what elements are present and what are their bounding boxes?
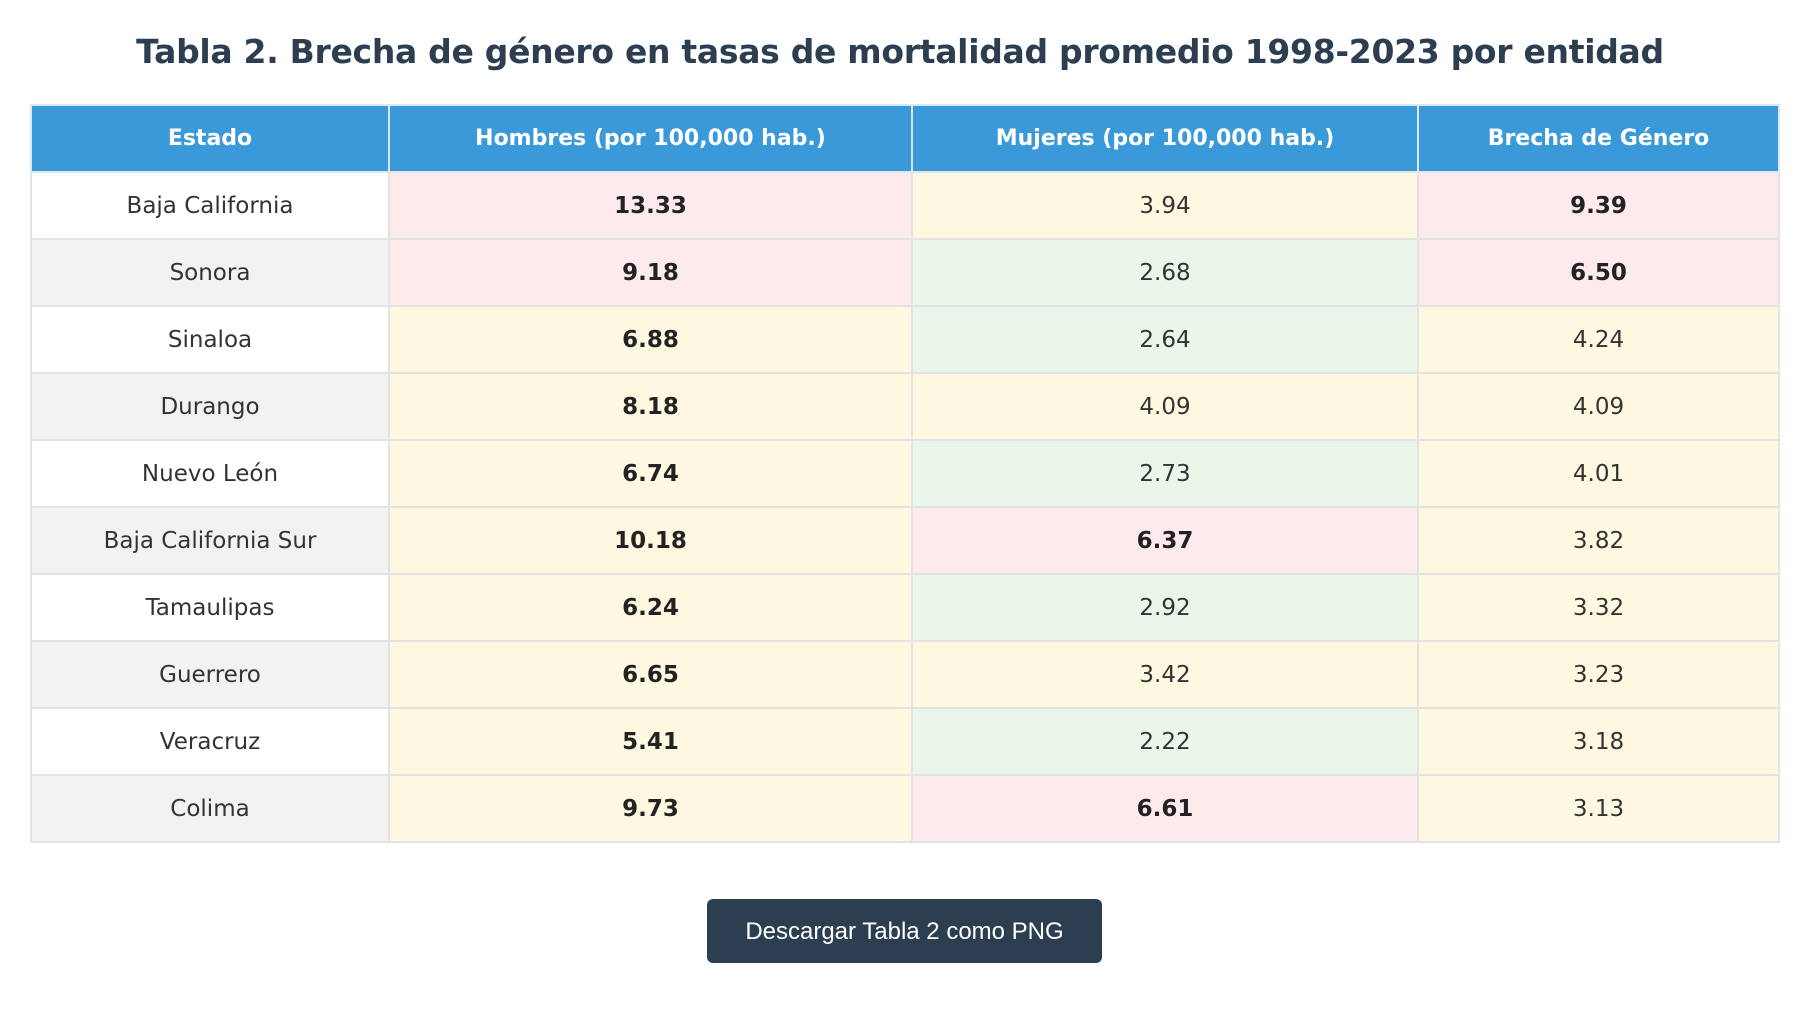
table-title: Tabla 2. Brecha de género en tasas de mo… — [136, 32, 1664, 71]
cell-brecha: 4.24 — [1417, 305, 1780, 374]
table-row: Baja California Sur 10.18 6.37 3.82 — [30, 506, 1780, 575]
table-header: Estado Hombres (por 100,000 hab.) Mujere… — [30, 104, 1780, 173]
cell-mujeres: 2.64 — [911, 305, 1419, 374]
table-row: Durango 8.18 4.09 4.09 — [30, 372, 1780, 441]
cell-estado: Veracruz — [30, 707, 390, 776]
cell-estado: Nuevo León — [30, 439, 390, 508]
cell-hombres: 13.33 — [388, 171, 913, 240]
header-row: Estado Hombres (por 100,000 hab.) Mujere… — [30, 104, 1780, 173]
cell-brecha: 3.23 — [1417, 640, 1780, 709]
cell-hombres: 8.18 — [388, 372, 913, 441]
cell-mujeres: 2.73 — [911, 439, 1419, 508]
cell-estado: Sonora — [30, 238, 390, 307]
cell-hombres: 5.41 — [388, 707, 913, 776]
cell-mujeres: 4.09 — [911, 372, 1419, 441]
column-header-estado: Estado — [30, 104, 390, 173]
cell-estado: Tamaulipas — [30, 573, 390, 642]
download-png-button[interactable]: Descargar Tabla 2 como PNG — [707, 899, 1102, 963]
cell-hombres: 6.88 — [388, 305, 913, 374]
cell-hombres: 6.24 — [388, 573, 913, 642]
table-row: Nuevo León 6.74 2.73 4.01 — [30, 439, 1780, 508]
cell-estado: Baja California — [30, 171, 390, 240]
mortality-table-container: Estado Hombres (por 100,000 hab.) Mujere… — [30, 104, 1780, 843]
cell-brecha: 3.18 — [1417, 707, 1780, 776]
table-row: Sinaloa 6.88 2.64 4.24 — [30, 305, 1780, 374]
cell-brecha: 3.13 — [1417, 774, 1780, 843]
cell-hombres: 6.65 — [388, 640, 913, 709]
cell-estado: Baja California Sur — [30, 506, 390, 575]
cell-estado: Guerrero — [30, 640, 390, 709]
cell-hombres: 10.18 — [388, 506, 913, 575]
cell-brecha: 3.82 — [1417, 506, 1780, 575]
cell-hombres: 9.18 — [388, 238, 913, 307]
cell-estado: Durango — [30, 372, 390, 441]
mortality-gap-table: Estado Hombres (por 100,000 hab.) Mujere… — [30, 104, 1780, 843]
cell-hombres: 6.74 — [388, 439, 913, 508]
table-row: Tamaulipas 6.24 2.92 3.32 — [30, 573, 1780, 642]
table-row: Sonora 9.18 2.68 6.50 — [30, 238, 1780, 307]
cell-brecha: 4.09 — [1417, 372, 1780, 441]
cell-mujeres: 3.42 — [911, 640, 1419, 709]
cell-mujeres: 6.61 — [911, 774, 1419, 843]
cell-mujeres: 2.22 — [911, 707, 1419, 776]
column-header-brecha: Brecha de Género — [1417, 104, 1780, 173]
column-header-hombres: Hombres (por 100,000 hab.) — [388, 104, 913, 173]
table-row: Guerrero 6.65 3.42 3.23 — [30, 640, 1780, 709]
cell-mujeres: 6.37 — [911, 506, 1419, 575]
cell-brecha: 3.32 — [1417, 573, 1780, 642]
column-header-mujeres: Mujeres (por 100,000 hab.) — [911, 104, 1419, 173]
cell-estado: Sinaloa — [30, 305, 390, 374]
cell-hombres: 9.73 — [388, 774, 913, 843]
table-row: Colima 9.73 6.61 3.13 — [30, 774, 1780, 843]
cell-brecha: 4.01 — [1417, 439, 1780, 508]
cell-brecha: 9.39 — [1417, 171, 1780, 240]
table-row: Veracruz 5.41 2.22 3.18 — [30, 707, 1780, 776]
cell-mujeres: 2.68 — [911, 238, 1419, 307]
cell-brecha: 6.50 — [1417, 238, 1780, 307]
table-row: Baja California 13.33 3.94 9.39 — [30, 171, 1780, 240]
cell-mujeres: 2.92 — [911, 573, 1419, 642]
cell-estado: Colima — [30, 774, 390, 843]
table-body: Baja California 13.33 3.94 9.39 Sonora 9.18 2.… — [30, 171, 1780, 843]
cell-mujeres: 3.94 — [911, 171, 1419, 240]
